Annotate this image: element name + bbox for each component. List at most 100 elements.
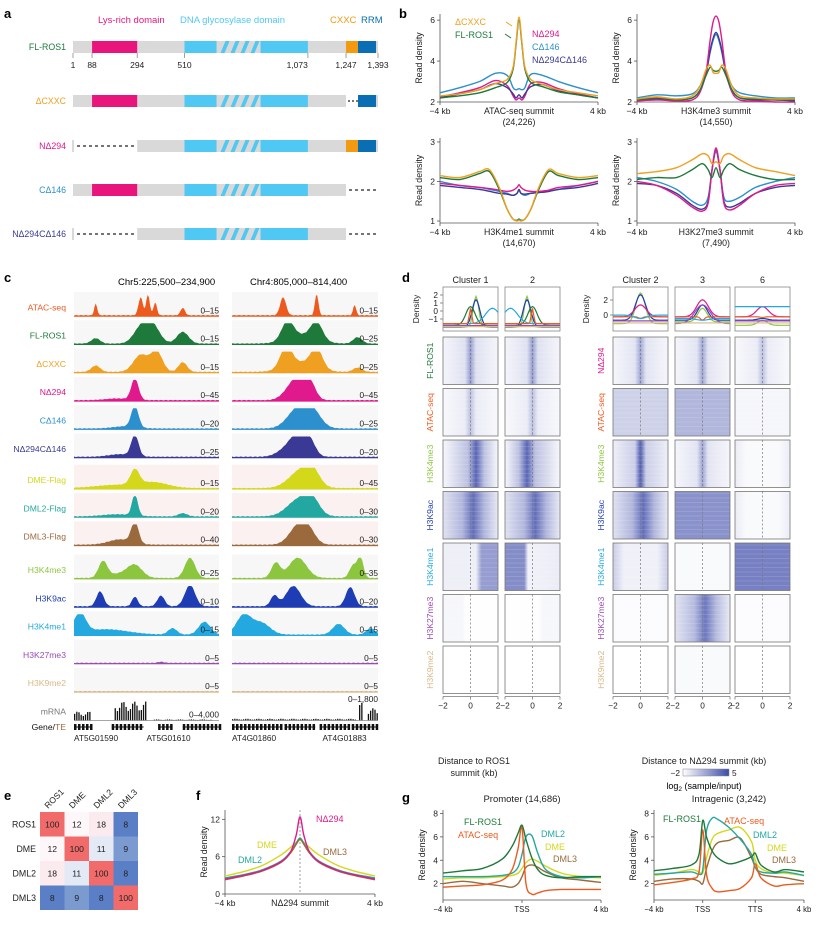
track-scale-label: 0–25	[360, 419, 379, 429]
matrix-cell	[113, 812, 138, 837]
glycosylase-stripe	[220, 95, 230, 107]
heatmap-cell	[613, 491, 668, 539]
legend-label: CΔ146	[532, 42, 560, 52]
track-name: CΔ146	[40, 416, 67, 426]
series-line-ΔCXXC	[439, 167, 599, 222]
cluster-label: 6	[760, 275, 765, 285]
x-axis-sublabel: (24,226)	[503, 117, 536, 127]
series-line-ATAC-seq	[653, 829, 805, 893]
track-background	[74, 405, 219, 431]
heatmap-cell	[735, 594, 790, 642]
mrna-bar	[245, 718, 247, 721]
series-line-ΔCXXC	[636, 152, 796, 177]
gene-label: Gene/	[32, 722, 56, 732]
x-axis-label: H3K4me1 summit	[484, 227, 554, 237]
mrna-bar	[308, 719, 310, 721]
matrix-cell	[113, 885, 138, 910]
mrna-bar	[284, 719, 286, 721]
matrix-column-label: ROS1	[42, 787, 66, 811]
heatmap-frame	[442, 491, 499, 540]
heatmap-frame	[504, 542, 561, 591]
heatmap-frame	[734, 491, 791, 540]
glycosylase-stripe	[240, 140, 250, 152]
mrna-bar	[132, 703, 134, 721]
series-line-ΔCXXC	[636, 64, 796, 100]
mrna-bar	[82, 716, 84, 721]
series-line-NΔ294	[439, 79, 599, 101]
mrna-bar	[249, 719, 251, 721]
mrna-bar	[277, 719, 280, 721]
gene-exon	[82, 724, 85, 730]
mrna-bar	[177, 719, 179, 721]
x-axis-label: summit (kb)	[451, 768, 498, 778]
glycosylase-stripe	[250, 95, 260, 107]
c-terminus-stub	[376, 95, 378, 107]
signal-area	[74, 586, 219, 608]
heatmap-row-label: H3K4me1	[596, 547, 606, 585]
heatmap-frame	[504, 645, 561, 694]
mrna-bar	[123, 702, 125, 721]
density-profile-line	[505, 294, 560, 328]
chart-f: 0 6 12 −4 kb 4 kb NΔ294 summit Read density	[199, 810, 383, 908]
matrix-value: 12	[47, 844, 57, 854]
matrix-cell	[113, 861, 138, 886]
glycosylase-stripe	[230, 140, 240, 152]
mrna-bar	[188, 719, 190, 721]
matrix-row-label: DME	[16, 844, 36, 854]
colorbar	[682, 768, 730, 777]
gene-exon	[198, 724, 202, 730]
matrix-value: 8	[50, 893, 55, 903]
matrix-cell	[113, 836, 138, 861]
x-tick-label: 0	[530, 701, 535, 711]
track-scale-label: 0–15	[201, 334, 220, 344]
residue-position-axis: 1 88 294 510 1,073 1,247 1,393	[71, 53, 389, 70]
series-annotation: ATAC-seq	[458, 830, 498, 840]
x-tick-label: TTS	[748, 905, 763, 914]
track-scale-label: 0–15	[201, 478, 220, 488]
mrna-bar	[359, 705, 361, 721]
browser-track: CΔ146 0–20 0–25	[40, 405, 379, 431]
heatmap-cell	[613, 646, 668, 694]
series-annotation: DML3	[323, 847, 347, 857]
cluster-label: 2	[530, 275, 535, 285]
series-annotation: FL-ROS1	[663, 814, 701, 824]
x-tick-label: 2	[666, 701, 671, 711]
x-axis-label: ATAC-seq summit	[484, 106, 555, 116]
x-tick-label: 4 kb	[787, 227, 803, 237]
track-name: H3K9ac	[35, 593, 66, 603]
heatmap-cell	[735, 440, 790, 488]
heatmap-frame	[674, 645, 731, 694]
mrna-bar	[273, 719, 275, 721]
y-axis-label: Read density	[628, 829, 638, 881]
heatmap-frame	[674, 491, 731, 540]
heatmap-frame	[504, 336, 561, 385]
mrna-bar	[321, 719, 324, 721]
heatmap-row-label: H3K9me2	[596, 650, 606, 688]
gene-exon	[240, 724, 243, 730]
rrm-domain	[358, 95, 376, 107]
construct-row: NΔ294	[39, 140, 378, 152]
signal-area	[74, 295, 219, 317]
series-annotation: ATAC-seq	[724, 816, 764, 826]
matrix-value: 100	[119, 893, 134, 903]
legend-label: NΔ294	[532, 29, 560, 39]
x-tick-label: −2	[608, 701, 618, 711]
position-label: 1,247	[335, 60, 357, 70]
position-label: 294	[130, 60, 144, 70]
density-profile-line	[735, 305, 790, 318]
heatmap-row-label: H3K4me3	[425, 444, 435, 482]
track-background	[74, 696, 219, 722]
y-tick-label: 6	[644, 832, 649, 842]
matrix-value: 100	[94, 868, 109, 878]
lys-domain-label: Lys-rich domain	[98, 15, 165, 26]
density-profile-line	[675, 304, 730, 321]
mrna-bar	[190, 719, 193, 721]
heatmap-cell	[443, 543, 498, 591]
mrna-bar	[288, 719, 291, 721]
track-name: ATAC-seq	[28, 302, 67, 312]
mrna-bar	[138, 710, 140, 721]
gene-exon	[162, 724, 165, 730]
track-background	[74, 521, 219, 547]
heatmap-cell	[675, 646, 730, 694]
heatmap-cell	[675, 440, 730, 488]
